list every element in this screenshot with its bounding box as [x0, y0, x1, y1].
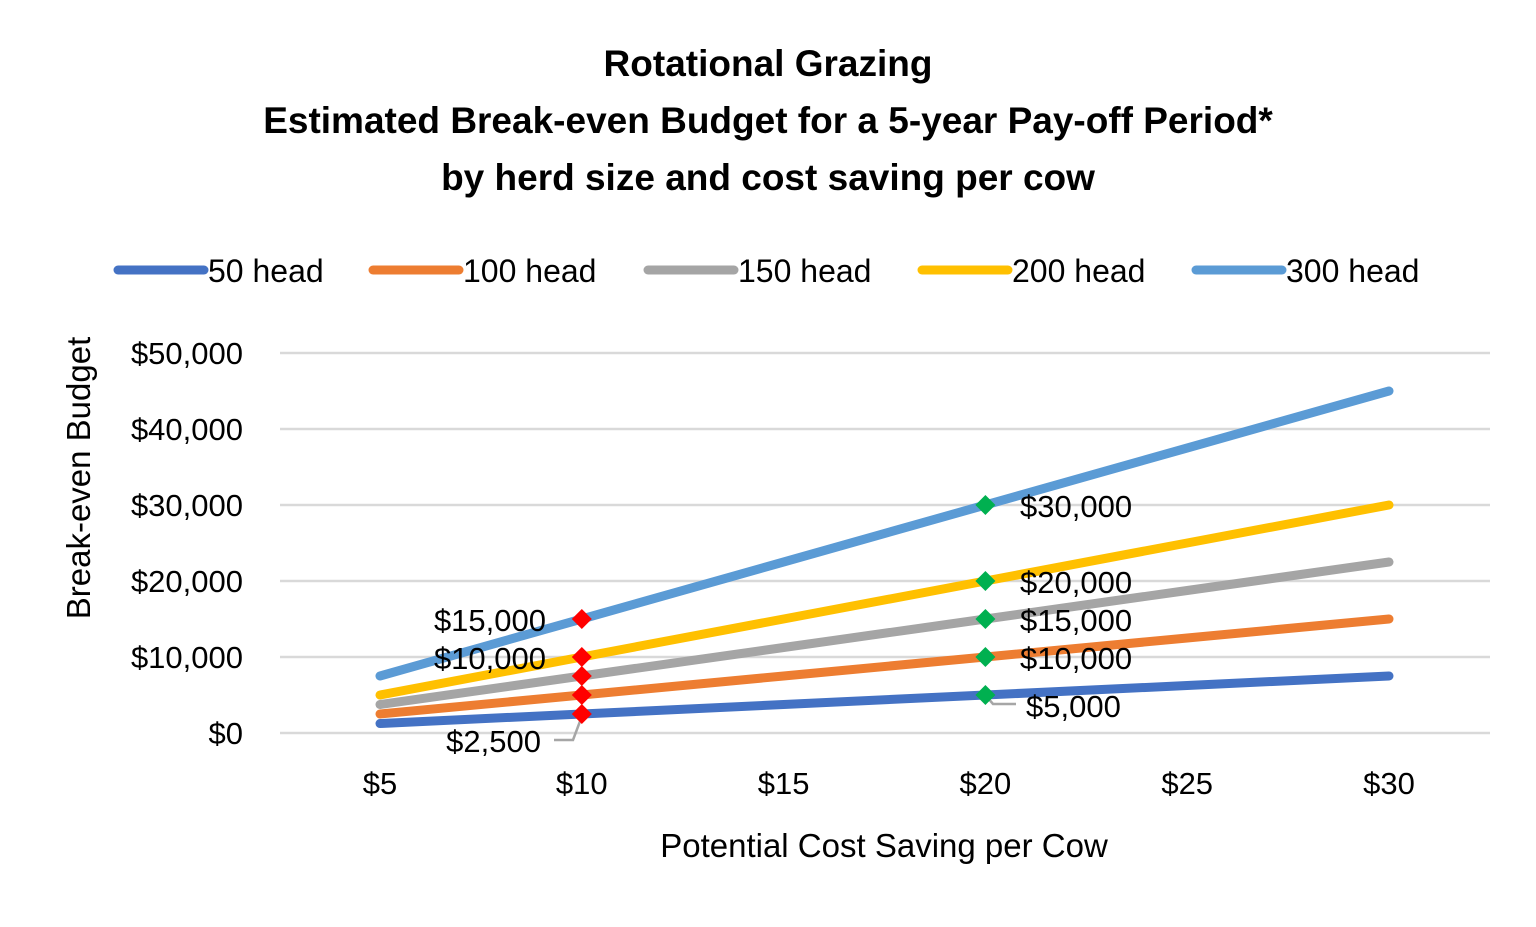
data-markers	[571, 495, 996, 724]
diamond-marker	[571, 666, 592, 686]
annotations: $15,000$10,000$2,500$30,000$20,000$15,00…	[434, 489, 1132, 759]
legend-label: 100 head	[463, 253, 596, 289]
y-axis-ticks: $0 $10,000 $20,000 $30,000 $40,000 $50,000	[131, 336, 243, 751]
data-label: $15,000	[434, 603, 546, 638]
legend-label: 300 head	[1286, 253, 1419, 289]
diamond-marker	[975, 495, 996, 515]
series-lines	[375, 386, 1394, 728]
legend-label: 50 head	[208, 253, 324, 289]
data-label: $10,000	[434, 641, 546, 676]
series-line-100-head	[375, 614, 1394, 719]
series-line-300-head	[375, 386, 1394, 681]
chart-title-line-2: Estimated Break-even Budget for a 5-year…	[263, 100, 1273, 141]
data-label: $30,000	[1020, 489, 1132, 524]
diamond-marker	[571, 704, 592, 724]
diamond-marker	[975, 571, 996, 591]
data-label: $20,000	[1020, 565, 1132, 600]
diamond-marker	[975, 647, 996, 667]
data-label: $5,000	[1026, 689, 1121, 724]
y-tick-label: $20,000	[131, 564, 243, 599]
y-tick-label: $30,000	[131, 488, 243, 523]
diamond-marker	[571, 609, 592, 629]
series-line-200-head	[375, 500, 1394, 700]
series-line-50-head	[375, 671, 1394, 728]
y-axis-title: Break-even Budget	[60, 337, 97, 620]
legend-label: 150 head	[738, 253, 871, 289]
chart-title-line-1: Rotational Grazing	[604, 43, 933, 84]
y-tick-label: $10,000	[131, 640, 243, 675]
diamond-marker	[571, 647, 592, 667]
x-tick-label: $5	[363, 766, 397, 801]
data-label: $15,000	[1020, 603, 1132, 638]
diamond-marker	[975, 609, 996, 629]
x-tick-label: $20	[960, 766, 1012, 801]
diamond-marker	[571, 685, 592, 705]
series-line-150-head	[375, 557, 1394, 709]
y-tick-label: $40,000	[131, 412, 243, 447]
x-tick-label: $15	[758, 766, 810, 801]
x-axis-ticks: $5 $10 $15 $20 $25 $30	[363, 766, 1415, 801]
x-tick-label: $10	[556, 766, 608, 801]
legend: 50 head 100 head 150 head 200 head 300 head	[113, 253, 1419, 289]
gridlines	[280, 351, 1490, 735]
y-tick-label: $50,000	[131, 336, 243, 371]
legend-label: 200 head	[1012, 253, 1145, 289]
data-label: $10,000	[1020, 641, 1132, 676]
data-label: $2,500	[446, 724, 541, 759]
y-tick-label: $0	[209, 716, 243, 751]
x-tick-label: $30	[1363, 766, 1415, 801]
leader-line	[554, 715, 584, 742]
diamond-marker	[975, 685, 996, 705]
x-axis-title: Potential Cost Saving per Cow	[660, 827, 1108, 864]
chart-title-line-3: by herd size and cost saving per cow	[441, 157, 1095, 198]
x-tick-label: $25	[1161, 766, 1213, 801]
